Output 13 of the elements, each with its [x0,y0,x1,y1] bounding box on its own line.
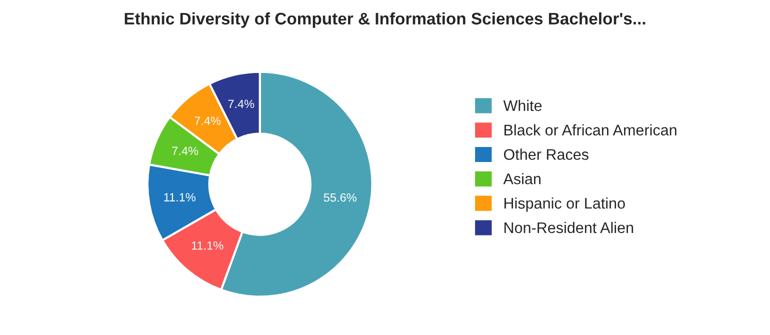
legend-label: White [503,100,542,112]
data-label: 11.1% [192,241,224,250]
data-label: 55.6% [324,193,356,202]
data-label: 7.4% [194,116,221,125]
legend-label: Black or African American [504,124,676,136]
data-label: 7.4% [228,100,254,108]
legend-label: Other Races [504,148,588,160]
chart-title: Ethnic Diversity of Computer & Information Sciences Bachelor's... [124,12,646,28]
legend-label: Asian [503,173,540,184]
data-label: 11.1% [164,193,196,202]
data-label: 7.4% [172,146,198,156]
legend-label: Non-Resident Alien [504,222,634,234]
legend-label: Hispanic or Latino [504,197,625,212]
